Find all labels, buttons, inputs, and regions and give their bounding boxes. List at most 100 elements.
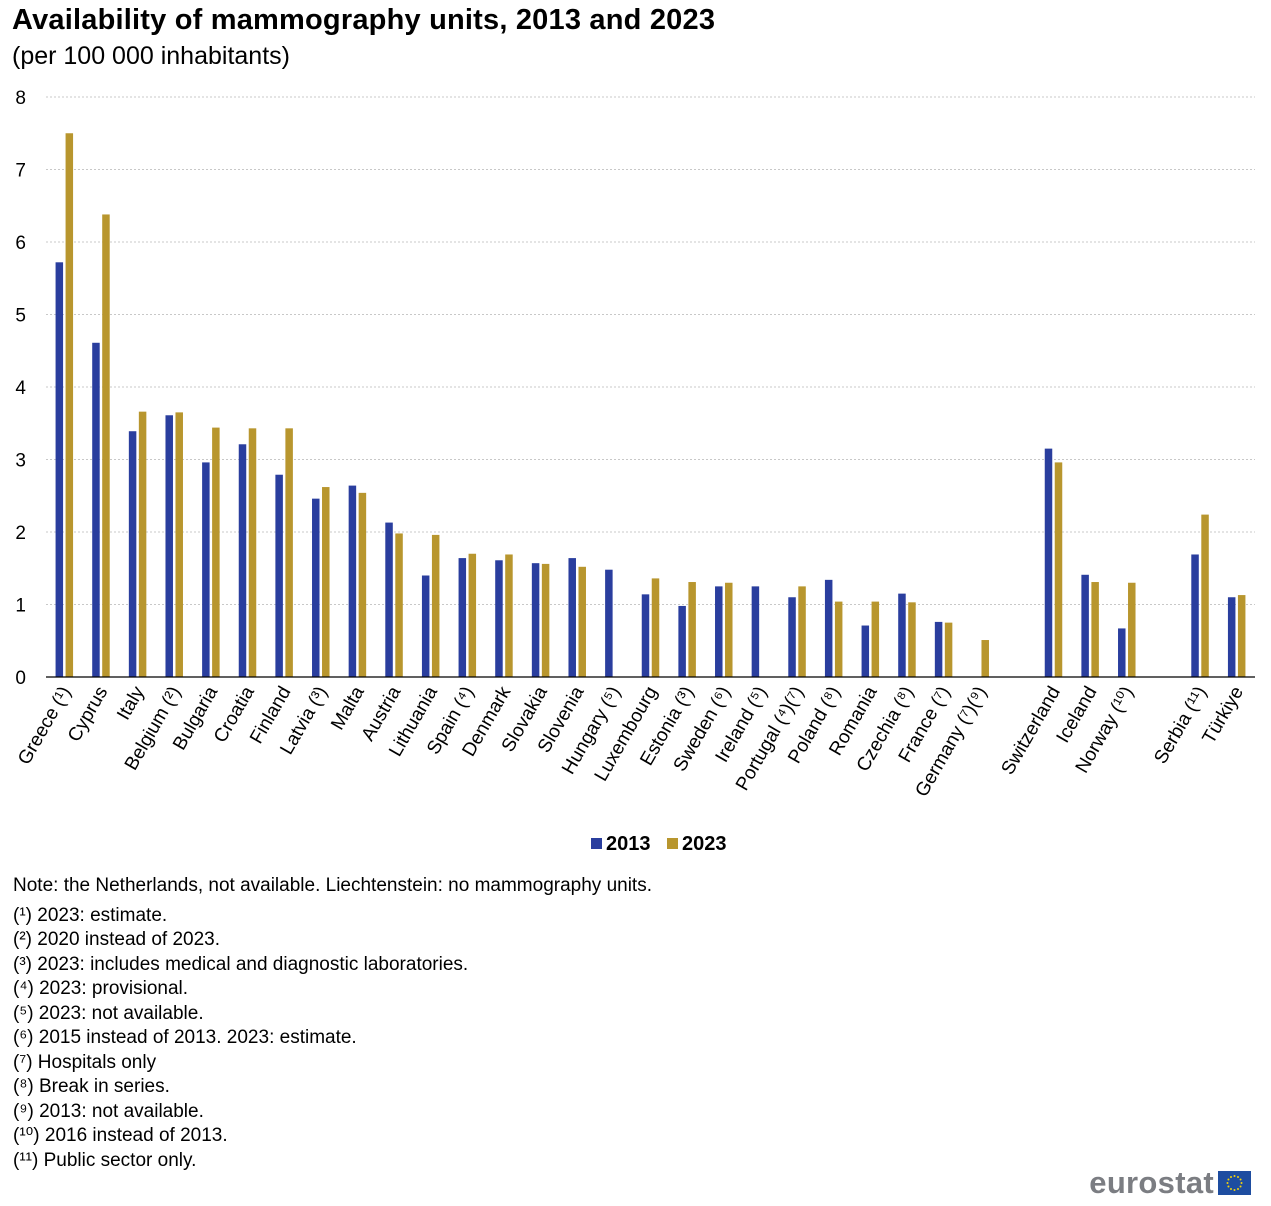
y-tick-label: 2 [15,523,26,544]
bar-2023-23 [908,602,916,677]
bar-2013-3 [165,415,173,677]
bar-2023-21 [834,601,843,677]
legend-swatch-2013 [591,838,602,849]
bar-2023-28 [1091,582,1099,677]
footnote: (⁸) Break in series. [13,1076,170,1097]
note-main: Note: the Netherlands, not available. Li… [13,875,652,896]
x-tick-label: Greece (¹) [14,683,75,768]
bar-2023-7 [322,487,330,677]
bar-2013-28 [1081,574,1089,677]
y-tick-label: 3 [15,451,26,472]
bar-2023-27 [1054,462,1063,677]
bar-2013-21 [824,579,833,677]
bar-2013-32 [1227,597,1236,677]
bar-2013-31 [1191,554,1199,677]
flag-star [1237,1188,1239,1191]
bar-2013-12 [495,560,503,677]
bar-2013-11 [458,558,467,677]
bar-2013-14 [568,558,576,677]
bar-2023-5 [248,428,257,677]
footnote: (¹⁰) 2016 instead of 2013. [13,1125,228,1146]
logo-wordmark: eurostat [1089,1165,1214,1200]
chart-subtitle: (per 100 000 inhabitants) [12,42,290,70]
bar-2013-4 [202,462,210,677]
footnote: (¹¹) Public sector only. [13,1149,197,1171]
bar-2013-23 [898,593,906,677]
footnote: (⁶) 2015 instead of 2013. 2023: estimate… [13,1027,357,1048]
y-tick-label: 1 [15,596,26,617]
y-tick-label: 8 [15,88,26,109]
bar-2023-24 [944,622,953,677]
flag-star [1230,1175,1232,1178]
bar-2013-6 [275,474,283,677]
chart-title: Availability of mammography units, 2013 … [12,4,716,36]
flag-star [1230,1188,1232,1191]
bar-2013-20 [788,597,796,677]
bar-2013-13 [531,563,540,677]
bar-2013-27 [1044,448,1053,677]
eu-flag-icon [1218,1171,1251,1195]
bar-2023-0 [65,133,74,677]
flag-star [1233,1189,1236,1191]
flag-star [1239,1185,1242,1188]
footnote: (²) 2020 instead of 2023. [13,929,221,950]
bar-2023-22 [871,601,880,677]
bar-2013-29 [1118,628,1126,677]
footnote: (⁵) 2023: not available. [13,1002,204,1024]
bar-2013-9 [385,522,393,677]
flag-star [1237,1175,1239,1178]
bar-2023-20 [798,586,806,677]
flag-star [1240,1182,1243,1184]
bar-2023-9 [395,533,403,677]
bar-2023-32 [1237,595,1246,677]
flag-star [1227,1185,1230,1188]
bar-2023-8 [358,492,367,677]
footnote: (¹) 2023: estimate. [13,904,168,926]
y-tick-label: 0 [15,668,26,689]
y-tick-label: 7 [15,161,26,182]
flag-star [1233,1175,1236,1177]
bar-2023-12 [505,554,513,677]
y-tick-label: 5 [15,306,26,327]
y-tick-label: 6 [15,233,26,254]
bar-2023-11 [468,553,477,677]
bar-2013-10 [421,575,430,677]
bar-2023-14 [578,566,586,677]
x-tick-label: Italy [113,683,149,724]
bar-2023-2 [138,411,147,677]
legend-swatch-2023 [667,838,678,849]
footnote: (⁴) 2023: provisional. [13,978,189,999]
bar-2023-29 [1128,582,1136,677]
bar-2013-1 [92,342,100,677]
bar-2023-13 [541,563,550,677]
bar-2023-31 [1201,514,1209,677]
bar-2013-24 [934,621,943,677]
bar-2013-17 [678,605,686,677]
flag-star [1227,1178,1230,1181]
x-tick-label: Serbia (¹¹) [1150,683,1211,768]
bar-2023-10 [431,534,440,677]
footnote: (⁹) 2013: not available. [13,1100,204,1122]
bar-2023-17 [688,582,696,677]
bar-2013-7 [312,498,320,677]
flag-star [1239,1178,1242,1181]
footnote: (³) 2023: includes medical and diagnosti… [13,953,469,975]
footnote: (⁷) Hospitals only [13,1051,157,1073]
bar-2023-25 [981,640,989,677]
legend-label-2023: 2023 [682,833,727,855]
bar-2013-0 [55,262,64,677]
bar-2013-16 [641,594,650,677]
bar-2013-2 [128,431,137,677]
bar-2023-6 [285,428,293,677]
bar-2023-3 [175,412,183,677]
y-tick-label: 4 [15,378,26,399]
bar-2023-18 [725,582,733,677]
bar-2023-16 [651,578,660,677]
bar-2023-1 [102,214,110,677]
bar-2013-15 [605,569,613,677]
bar-2013-8 [348,485,357,677]
flag-star [1226,1182,1229,1184]
bar-2013-19 [751,586,760,677]
bar-2013-22 [861,625,870,677]
